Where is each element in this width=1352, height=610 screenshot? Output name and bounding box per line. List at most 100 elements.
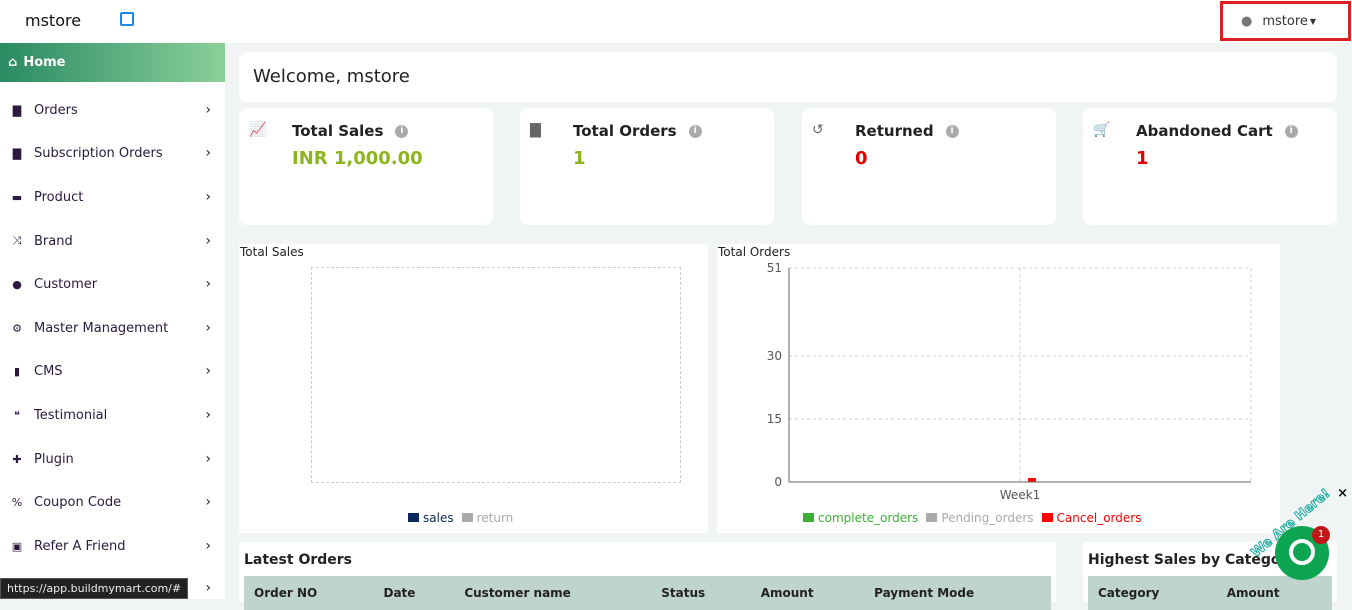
sidebar-item-label: Home [23,55,66,70]
sidebar-item-plugin[interactable]: ✚ Plugin › [0,444,225,474]
sidebar-item-label: Master Management [34,320,169,336]
sidebar-item-more[interactable]: › [0,573,225,603]
sidebar-item-label: Refer A Friend [34,538,126,554]
total-sales-chart: Total Sales sales return [239,244,708,533]
id-card-icon: ▣ [11,539,23,553]
sidebar-item-product[interactable]: ▬ Product › [0,182,225,212]
sidebar-item-subscription-orders[interactable]: ▇ Subscription Orders › [0,138,225,168]
puzzle-icon: ✚ [12,452,22,466]
total-orders-chart: Total Orders 0 15 30 51 Week1 complete_order… [717,244,1280,533]
column-header[interactable]: Order NO [244,576,374,610]
column-header[interactable]: Date [373,576,455,610]
user-name: mstore [1262,13,1308,29]
stat-card-abandoned-cart: 🛒 Abandoned Cart i 1 [1083,108,1337,225]
column-header[interactable]: Category [1088,576,1217,610]
sidebar-item-testimonial[interactable]: ❝ Testimonial › [0,400,225,430]
user-gear-icon: ⚙ [12,321,22,335]
percent-icon: % [11,495,23,509]
user-menu-button[interactable]: ● mstore ▼ [1220,1,1351,41]
column-header[interactable]: Status [651,576,751,610]
stat-value: INR 1,000.00 [292,148,423,169]
user-icon: ● [12,277,22,291]
chevron-right-icon: › [205,407,211,423]
chevron-right-icon: › [205,276,211,292]
info-icon[interactable]: i [1284,125,1298,138]
bar-Cancel_orders [1028,478,1036,482]
sidebar-item-label: Brand [34,233,73,249]
quote-icon: ❝ [14,408,20,422]
sidebar-item-master-management[interactable]: ⚙ Master Management › [0,313,225,343]
y-tick-label: 30 [767,349,782,363]
top-bar: mstore ● mstore ▼ [0,0,1352,43]
bag-icon: ▇ [530,122,541,138]
chart-line-icon: 📈 [249,122,267,138]
sidebar-item-label: CMS [34,363,63,379]
chat-widget[interactable]: × We Are Here! 1 [1240,486,1352,586]
section-title: Highest Sales by Category [1088,552,1297,568]
sidebar-item-cms[interactable]: ▮ CMS › [0,356,225,386]
legend-sales[interactable]: sales [408,511,454,525]
close-icon[interactable]: × [1337,486,1348,501]
stat-title: Abandoned Cart [1136,122,1273,140]
stat-value: 1 [1136,148,1149,169]
chevron-right-icon: › [205,363,211,379]
chevron-right-icon: › [205,145,211,161]
chevron-right-icon: › [205,102,211,118]
chart-title: Total Sales [240,245,304,259]
chevron-right-icon: › [205,451,211,467]
home-icon: ⌂ [8,55,18,70]
column-header[interactable]: Amount [750,576,865,610]
stat-card-total-sales: 📈 Total Sales i INR 1,000.00 [239,108,493,225]
stat-value: 1 [573,148,586,169]
sidebar-item-orders[interactable]: ▇ Orders › [0,95,225,125]
chevron-right-icon: › [205,233,211,249]
sidebar-item-label: Coupon Code [34,494,122,510]
shuffle-icon: ⤨ [12,234,22,247]
x-tick-label: Week1 [1000,488,1041,502]
info-icon[interactable]: i [688,125,702,138]
sidebar-item-brand[interactable]: ⤨ Brand › [0,226,225,256]
sidebar-item-label: Plugin [34,451,74,467]
column-header[interactable]: Payment Mode [864,576,1051,610]
info-icon[interactable]: i [395,125,409,138]
chevron-right-icon: › [205,320,211,336]
chevron-right-icon: › [205,494,211,510]
sidebar-item-label: Orders [34,102,78,118]
y-tick-label: 51 [767,261,782,275]
legend-pending-orders[interactable]: Pending_orders [926,511,1034,525]
y-tick-label: 0 [774,475,782,489]
stat-card-total-orders: ▇ Total Orders i 1 [520,108,774,225]
bag-icon: ▇ [12,103,22,117]
orders-plot: 0 15 30 51 Week1 [767,261,1252,502]
undo-icon: ↺ [812,122,824,138]
chevron-right-icon: › [205,580,211,596]
legend-return[interactable]: return [461,511,513,525]
caret-down-icon: ▼ [1309,16,1317,26]
sidebar-item-label: Testimonial [34,407,108,423]
info-icon[interactable]: i [945,125,959,138]
bag-icon: ▇ [12,146,22,160]
archive-icon: ▬ [11,190,23,204]
column-header[interactable]: Customer name [454,576,652,610]
file-icon: ▮ [13,364,21,378]
chevron-right-icon: › [205,538,211,554]
stat-title: Total Sales [292,122,384,140]
stat-value: 0 [855,148,868,169]
sidebar-item-refer-a-friend[interactable]: ▣ Refer A Friend › [0,531,225,561]
section-title: Latest Orders [244,552,353,568]
latest-orders-card: Latest Orders Order NO Date Customer name S… [239,542,1056,610]
link-status-tooltip: https://app.buildmymart.com/# [0,578,189,599]
sidebar-item-coupon-code[interactable]: % Coupon Code › [0,487,225,517]
legend-complete-orders[interactable]: complete_orders [803,511,918,525]
stat-title: Returned [855,122,934,140]
cart-icon: 🛒 [1093,122,1111,138]
sidebar-item-customer[interactable]: ● Customer › [0,269,225,299]
stat-card-returned: ↺ Returned i 0 [802,108,1056,225]
chevron-right-icon: › [205,189,211,205]
external-link-icon[interactable] [120,12,134,26]
y-tick-label: 15 [767,412,782,426]
legend-cancel-orders[interactable]: Cancel_orders [1041,511,1141,525]
sidebar-item-home[interactable]: ⌂ Home [0,43,225,82]
chat-badge: 1 [1312,526,1330,544]
sidebar-item-label: Customer [34,276,98,292]
